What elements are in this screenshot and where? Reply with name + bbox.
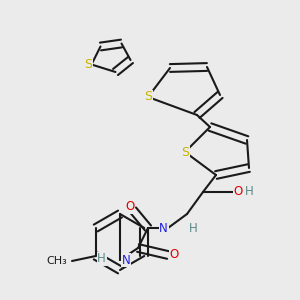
Text: O: O [169, 248, 178, 262]
Text: CH₃: CH₃ [47, 256, 68, 266]
Text: O: O [234, 184, 243, 198]
Text: H: H [244, 185, 253, 198]
Text: H: H [97, 253, 106, 266]
Text: S: S [144, 91, 152, 103]
Text: N: N [159, 221, 168, 235]
Text: S: S [181, 146, 189, 158]
Text: N: N [122, 254, 130, 266]
Text: H: H [189, 221, 198, 235]
Text: S: S [84, 58, 92, 71]
Text: O: O [125, 200, 135, 214]
